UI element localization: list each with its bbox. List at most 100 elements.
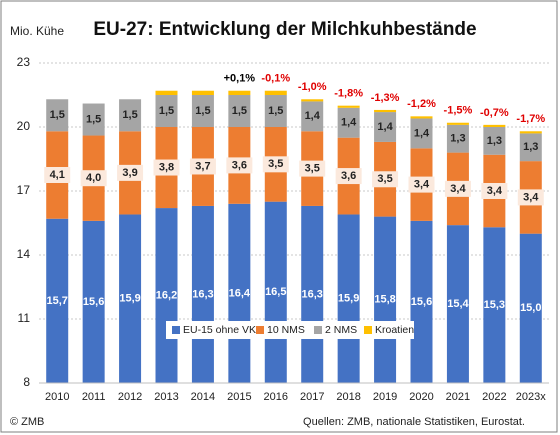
value-label: 3,5 bbox=[268, 158, 283, 170]
value-label: 1,5 bbox=[232, 105, 247, 117]
bar-segment bbox=[191, 95, 214, 127]
value-label: 15,9 bbox=[338, 293, 359, 305]
change-label: -1,3% bbox=[371, 92, 400, 104]
source: Quellen: ZMB, nationale Statistiken, Eur… bbox=[303, 416, 525, 428]
value-label: 3,8 bbox=[159, 161, 174, 173]
y-tick-label: 11 bbox=[18, 311, 31, 325]
bar-segment bbox=[374, 112, 397, 142]
value-label-box bbox=[444, 180, 471, 197]
legend-label: 2 NMS bbox=[325, 324, 357, 336]
y-tick-label: 17 bbox=[17, 183, 31, 197]
value-label: 16,4 bbox=[229, 287, 251, 299]
value-label-box bbox=[408, 176, 435, 193]
bar-segment bbox=[82, 220, 105, 383]
x-tick-label: 2021 bbox=[446, 391, 470, 403]
value-label: 3,4 bbox=[450, 183, 466, 195]
value-label: 3,9 bbox=[122, 167, 137, 179]
copyright: © ZMB bbox=[10, 416, 44, 428]
x-tick-label: 2015 bbox=[227, 391, 251, 403]
bar-segment bbox=[519, 133, 542, 162]
value-label: 4,0 bbox=[86, 172, 101, 184]
value-label: 15,7 bbox=[47, 295, 68, 307]
value-label: 3,4 bbox=[523, 191, 539, 203]
x-tick-label: 2010 bbox=[45, 391, 69, 403]
value-label: 16,3 bbox=[302, 288, 323, 300]
value-label: 4,1 bbox=[50, 169, 65, 181]
bar-segment bbox=[228, 95, 251, 127]
value-label: 3,6 bbox=[232, 159, 247, 171]
value-label: 1,5 bbox=[195, 105, 210, 117]
legend-swatch bbox=[256, 326, 264, 334]
value-label-box bbox=[299, 160, 326, 177]
bar-segment bbox=[46, 99, 69, 132]
value-label: 1,4 bbox=[341, 117, 357, 129]
bar-segment bbox=[119, 99, 142, 132]
x-tick-label: 2023x bbox=[516, 391, 546, 403]
bar-segment bbox=[410, 116, 433, 119]
x-tick-label: 2020 bbox=[409, 391, 433, 403]
y-axis-label: Mio. Kühe bbox=[10, 24, 64, 38]
value-label-box bbox=[189, 158, 216, 175]
bar-segment bbox=[374, 216, 397, 383]
value-label: 15,8 bbox=[374, 294, 395, 306]
bar-segment bbox=[82, 103, 105, 136]
bar-segment bbox=[446, 122, 469, 125]
change-label: -1,7% bbox=[516, 113, 545, 125]
value-label: 1,3 bbox=[523, 141, 538, 153]
value-label: 1,3 bbox=[487, 135, 502, 147]
change-label: -1,0% bbox=[298, 81, 327, 93]
bar-segment bbox=[46, 218, 69, 383]
bar-segment bbox=[337, 107, 360, 138]
legend-swatch bbox=[314, 326, 322, 334]
bar-segment bbox=[337, 105, 360, 108]
value-label-box bbox=[80, 170, 107, 187]
value-label: 15,6 bbox=[411, 296, 432, 308]
value-label: 1,5 bbox=[86, 113, 101, 125]
value-label-box bbox=[372, 171, 399, 188]
x-tick-label: 2012 bbox=[118, 391, 142, 403]
value-label: 3,4 bbox=[487, 185, 503, 197]
bar-segment bbox=[155, 95, 178, 127]
value-label: 16,2 bbox=[156, 289, 177, 301]
value-label: 15,6 bbox=[83, 296, 104, 308]
value-label-box bbox=[117, 164, 144, 181]
change-label: -1,5% bbox=[444, 105, 473, 117]
bar-segment bbox=[374, 109, 397, 113]
value-label: 1,4 bbox=[414, 127, 430, 139]
change-label: -0,1% bbox=[261, 73, 290, 85]
bar-segment bbox=[301, 99, 324, 102]
change-label: -1,8% bbox=[334, 88, 363, 100]
value-label-box bbox=[517, 189, 544, 206]
x-tick-label: 2017 bbox=[300, 391, 324, 403]
bar-segment bbox=[519, 131, 542, 134]
value-label-box bbox=[153, 159, 180, 176]
legend-swatch bbox=[172, 326, 180, 334]
bar-segment bbox=[155, 90, 178, 95]
x-tick-label: 2018 bbox=[336, 391, 360, 403]
chart-title: EU-27: Entwicklung der Milchkuhbestände bbox=[93, 19, 476, 40]
x-tick-label: 2013 bbox=[154, 391, 178, 403]
value-label: 3,5 bbox=[377, 173, 392, 185]
value-label: 16,5 bbox=[265, 286, 286, 298]
legend-swatch bbox=[364, 326, 372, 334]
value-label: 1,5 bbox=[50, 109, 65, 121]
value-label-box bbox=[226, 157, 253, 174]
y-tick-label: 8 bbox=[23, 375, 30, 389]
x-tick-label: 2022 bbox=[482, 391, 506, 403]
change-label: -1,2% bbox=[407, 98, 436, 110]
bar-segment bbox=[155, 208, 178, 383]
value-label: 15,9 bbox=[119, 293, 140, 305]
y-tick-label: 14 bbox=[17, 247, 31, 261]
y-tick-label: 20 bbox=[17, 119, 31, 133]
legend-label: Kroatien bbox=[375, 324, 414, 336]
value-label: 16,3 bbox=[192, 288, 213, 300]
value-label-box bbox=[262, 156, 289, 173]
value-label: 15,0 bbox=[520, 302, 541, 314]
bar-segment bbox=[119, 214, 142, 383]
bar-segment bbox=[446, 124, 469, 153]
value-label-box bbox=[335, 168, 362, 185]
legend-box bbox=[166, 321, 414, 339]
x-tick-label: 2011 bbox=[82, 391, 106, 403]
bar-segment bbox=[483, 124, 506, 127]
y-tick-label: 23 bbox=[17, 55, 31, 69]
